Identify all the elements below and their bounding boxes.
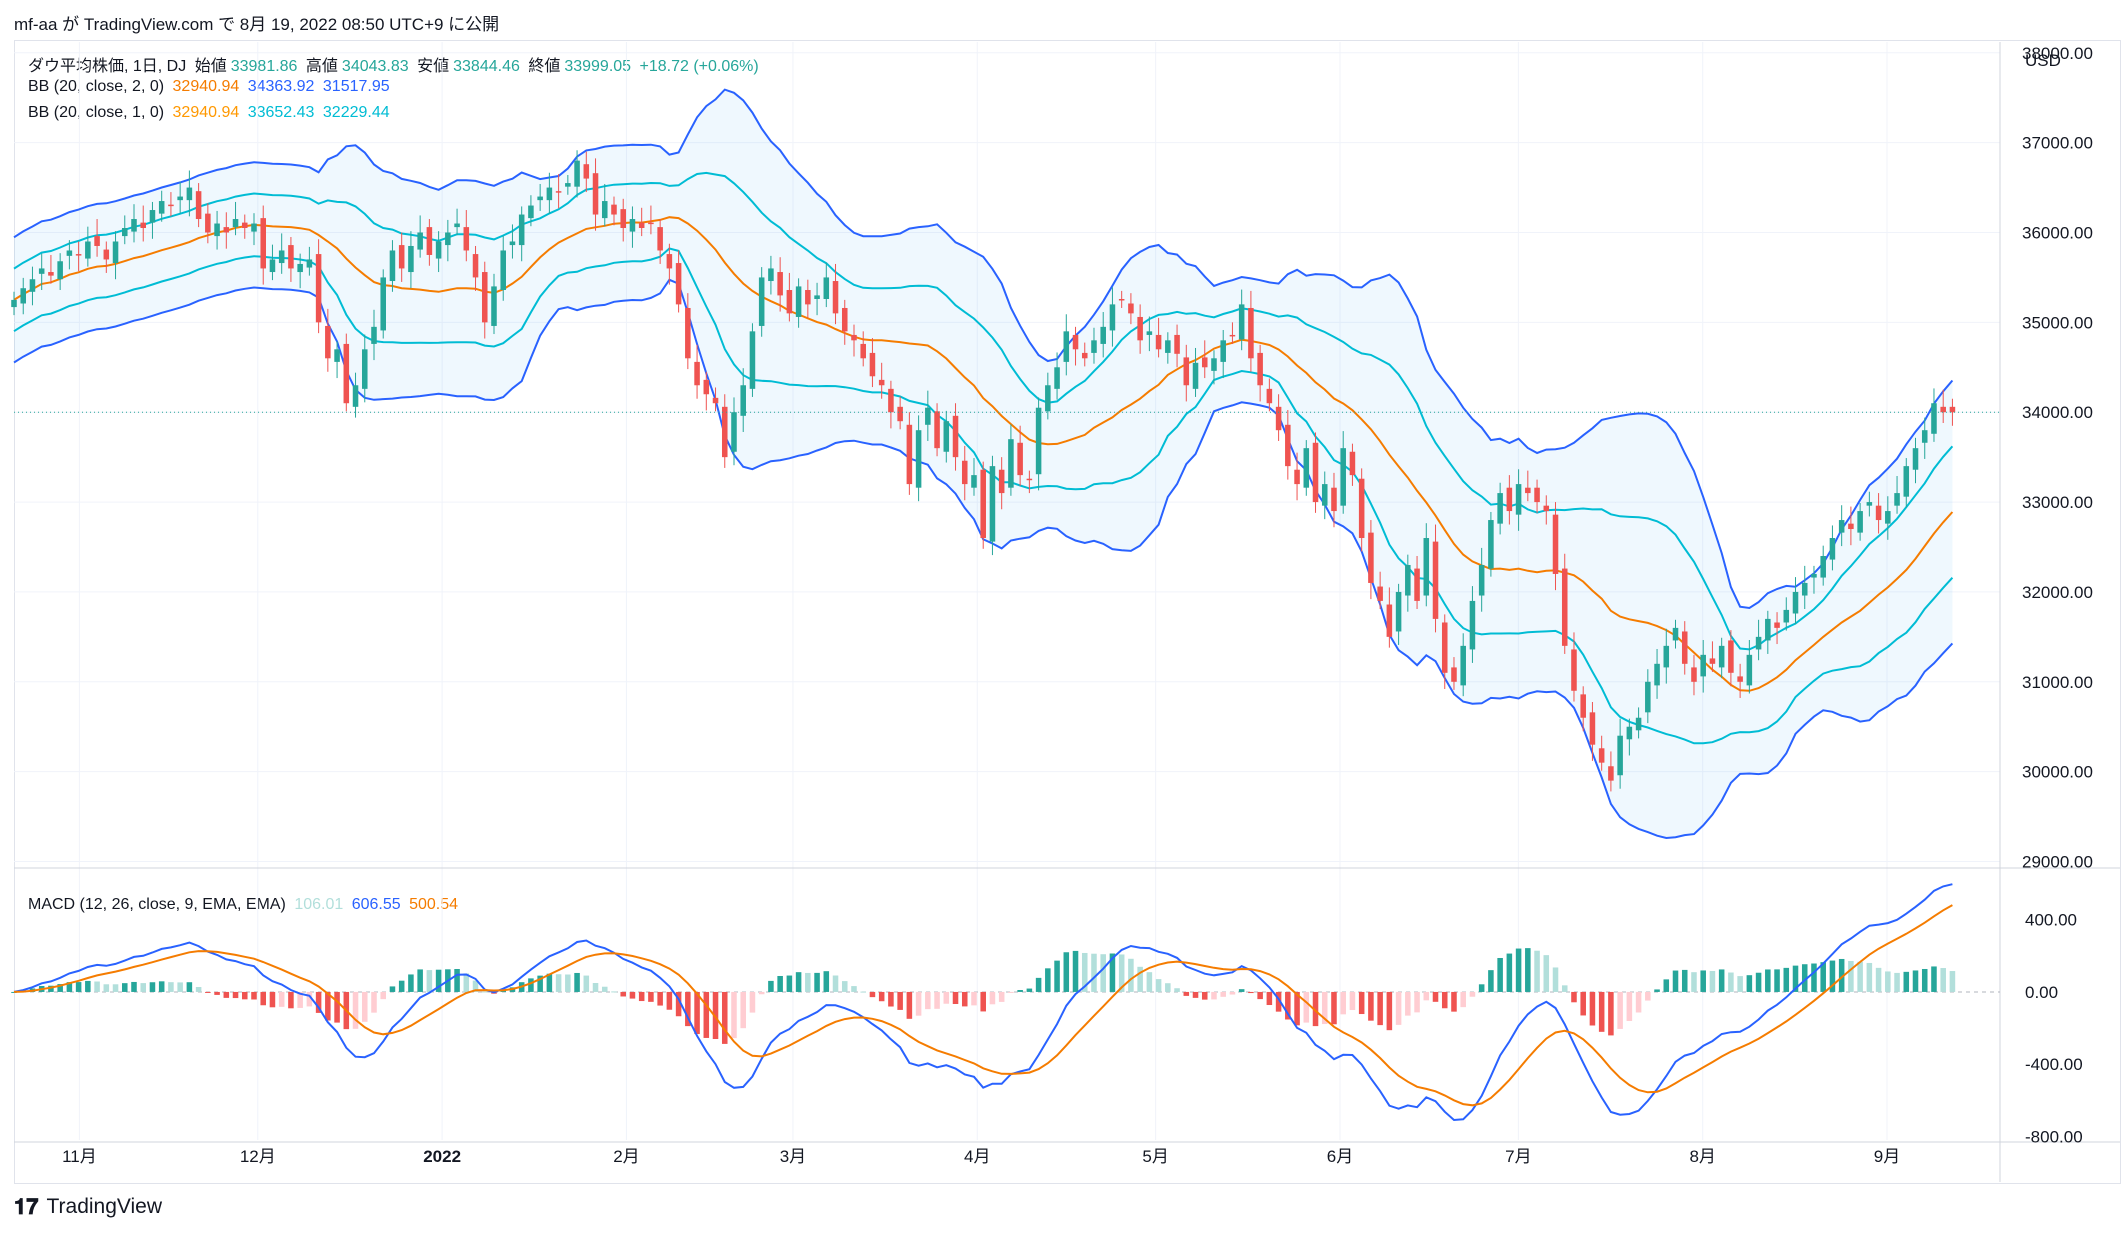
- bb1-upper-value: 33652.43: [247, 104, 315, 121]
- open-value: 33981.86: [230, 58, 298, 75]
- bb2-label: BB (20, close, 2, 0): [28, 78, 165, 95]
- bb1-legend[interactable]: BB (20, close, 1, 0) 32940.94 33652.43 3…: [28, 104, 394, 122]
- change-value: +18.72 (+0.06%): [639, 58, 759, 75]
- open-label: 始値: [194, 58, 227, 75]
- macd-legend[interactable]: MACD (12, 26, close, 9, EMA, EMA) 106.01…: [28, 896, 462, 914]
- bb2-lower-value: 31517.95: [322, 78, 390, 95]
- footer-brand-label: TradingView: [46, 1195, 163, 1218]
- bb1-label: BB (20, close, 1, 0): [28, 104, 165, 121]
- close-label: 終値: [528, 58, 561, 75]
- low-value: 33844.46: [453, 58, 520, 75]
- bb2-legend[interactable]: BB (20, close, 2, 0) 32940.94 34363.92 3…: [28, 78, 394, 96]
- symbol-name[interactable]: ダウ平均株価, 1日, DJ: [28, 58, 187, 75]
- macd-hist-value: 106.01: [294, 896, 344, 913]
- macd-label: MACD (12, 26, close, 9, EMA, EMA): [28, 896, 286, 913]
- bb2-upper-value: 34363.92: [247, 78, 315, 95]
- chart-frame: [14, 40, 2121, 1184]
- footer-brand[interactable]: 𝟏𝟕 TradingView: [14, 1194, 162, 1220]
- macd-value: 606.55: [351, 896, 401, 913]
- symbol-legend: ダウ平均株価, 1日, DJ 始値 33981.86 高値 34043.83 安値 3…: [28, 52, 763, 76]
- low-label: 安値: [417, 58, 450, 75]
- high-label: 高値: [305, 58, 338, 75]
- close-value: 33999.05: [564, 58, 632, 75]
- bb2-basis-value: 32940.94: [172, 78, 240, 95]
- bb1-basis-value: 32940.94: [172, 104, 240, 121]
- bb1-lower-value: 32229.44: [322, 104, 390, 121]
- high-value: 34043.83: [341, 58, 409, 75]
- macd-signal-value: 500.54: [409, 896, 459, 913]
- published-by: mf-aa が TradingView.com で 8月 19, 2022 08…: [14, 15, 500, 34]
- tradingview-logo-icon: 𝟏𝟕: [14, 1194, 39, 1219]
